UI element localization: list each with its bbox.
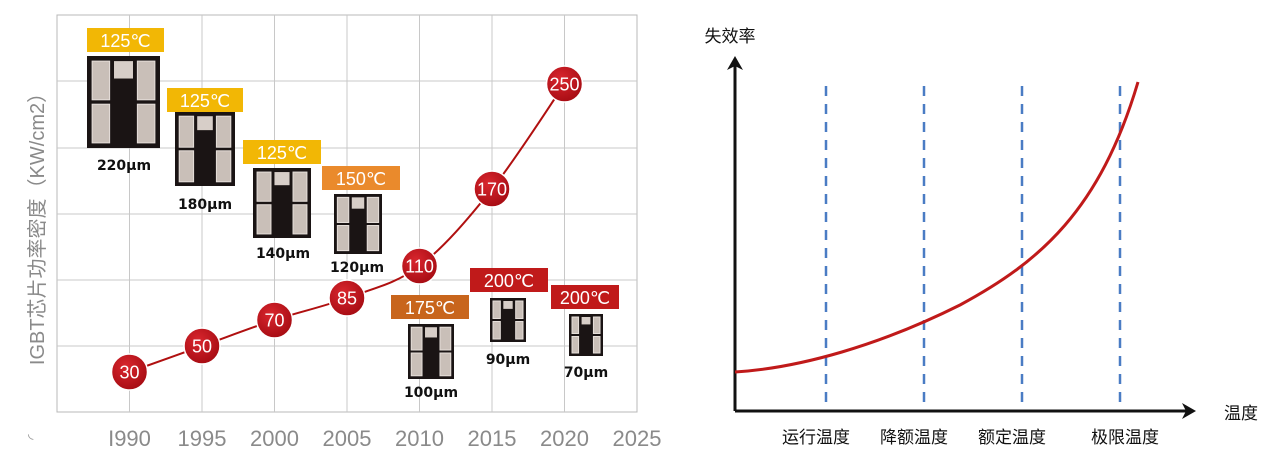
data-point-marker (255, 301, 294, 339)
x-tick-label: 2010 (395, 426, 444, 451)
chip-icon (569, 314, 603, 356)
data-point: 85 (328, 279, 366, 317)
data-point: 30 (110, 353, 149, 391)
data-point: 70 (255, 301, 294, 339)
y-axis-title: IGBT芯片功率密度（KW/cm2） (26, 83, 49, 365)
temperature-tag (87, 28, 164, 52)
chip-annotations: 125℃ 220μm 125℃ 180μm 125℃ 140μm 150℃ 120μm 175℃… (87, 28, 619, 401)
chip-icon (253, 168, 311, 238)
data-point-marker (328, 279, 366, 317)
x-tick-label: 2025 (613, 426, 662, 451)
data-point: 170 (473, 170, 511, 208)
temperature-markers: 运行温度 降额温度 额定温度 极限温度 (782, 86, 1159, 448)
power-density-chart: IGBT芯片功率密度（KW/cm2） I990 1995 2000 2005 2010 2… (26, 14, 661, 451)
thickness-label: 180μm (178, 197, 232, 213)
thickness-label: 120μm (330, 260, 384, 276)
right-y-axis-title: 失效率 (705, 27, 756, 47)
thickness-label: 70μm (564, 365, 608, 381)
x-tick-label: 2005 (323, 426, 372, 451)
thickness-label: 90μm (486, 352, 530, 368)
temperature-tag (167, 88, 243, 112)
chip-icon (175, 112, 235, 186)
data-point: 250 (545, 65, 584, 103)
temperature-category-label: 极限温度 (1091, 428, 1159, 448)
temperature-label: 150℃ (336, 169, 386, 189)
temperature-label: 200℃ (560, 288, 610, 308)
thickness-label: 100μm (404, 385, 458, 401)
corner-mark: ◟ (28, 426, 34, 442)
failure-rate-curve (734, 81, 1140, 374)
data-point-label: 170 (477, 180, 507, 200)
x-axis-ticks: I990 1995 2000 2005 2010 2015 2020 2025 (108, 426, 661, 451)
chip-annotation: 200℃ 90μm (470, 268, 548, 368)
data-point-label: 85 (337, 289, 357, 309)
data-point-marker (110, 353, 149, 391)
right-y-arrow (727, 56, 743, 70)
right-x-arrow (1182, 403, 1196, 419)
data-point-label: 50 (192, 337, 212, 357)
x-tick-label: 2000 (250, 426, 299, 451)
temperature-label: 175℃ (405, 298, 455, 318)
data-points: 30 50 70 85 110 170 250 (110, 65, 584, 391)
temperature-tag (322, 166, 400, 190)
x-tick-label: 2015 (468, 426, 517, 451)
temperature-tag (470, 268, 548, 292)
chip-annotation: 175℃ 100μm (391, 295, 469, 401)
data-point-marker (473, 170, 511, 208)
temperature-category-label: 额定温度 (978, 428, 1046, 448)
temperature-label: 125℃ (257, 143, 307, 163)
chip-annotation: 125℃ 180μm (167, 88, 243, 213)
thickness-label: 220μm (97, 158, 151, 174)
chip-icon (408, 324, 454, 379)
failure-rate-chart: 失效率 温度 运行温度 降额温度 额定温度 极限温度 (705, 27, 1259, 448)
temperature-label: 125℃ (100, 31, 150, 51)
temperature-tag (243, 140, 321, 164)
data-point: 50 (183, 327, 221, 365)
data-point-label: 110 (405, 257, 434, 277)
temperature-category-label: 降额温度 (880, 428, 948, 448)
temperature-label: 125℃ (180, 91, 230, 111)
temperature-category-label: 运行温度 (782, 428, 850, 448)
data-point-label: 70 (264, 311, 284, 331)
x-tick-label: 1995 (178, 426, 227, 451)
data-point-marker (400, 247, 439, 285)
temperature-tag (391, 295, 469, 319)
x-tick-label: I990 (108, 426, 151, 451)
chip-icon (87, 56, 160, 148)
data-point-marker (183, 327, 221, 365)
right-x-axis-title: 温度 (1224, 404, 1258, 424)
thickness-label: 140μm (256, 246, 310, 262)
data-point-label: 250 (549, 75, 579, 95)
temperature-tag (551, 285, 619, 309)
x-tick-label: 2020 (540, 426, 589, 451)
chip-annotation: 125℃ 140μm (243, 140, 321, 262)
chip-annotation: 125℃ 220μm (87, 28, 164, 174)
data-point: 110 (400, 247, 439, 285)
chip-annotation: 150℃ 120μm (322, 166, 400, 276)
chip-annotation: 200℃ 70μm (551, 285, 619, 381)
chip-icon (490, 298, 526, 342)
chip-icon (334, 194, 382, 254)
data-point-marker (545, 65, 584, 103)
temperature-label: 200℃ (484, 271, 534, 291)
data-point-label: 30 (119, 363, 139, 383)
